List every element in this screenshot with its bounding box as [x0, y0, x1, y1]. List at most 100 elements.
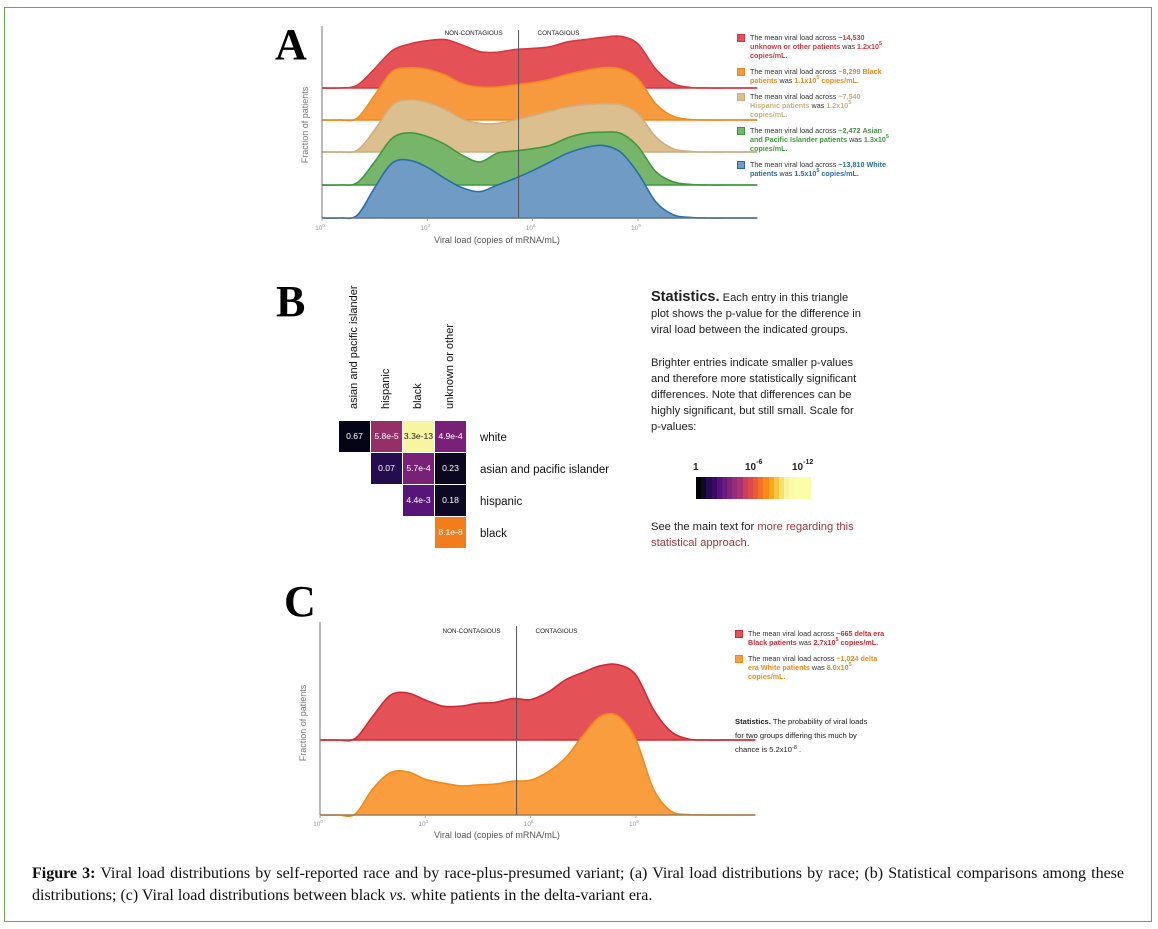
- series-line-delta-era-black: [319, 663, 756, 742]
- legend-text: The mean viral load across: [750, 33, 839, 42]
- legend-mean: 2.7x10: [813, 638, 836, 647]
- legend-mean: 1.2x10: [826, 101, 849, 110]
- scale-color-band: [721, 477, 728, 499]
- scale-color-band: [778, 477, 785, 499]
- legend-item: The mean viral load across ~7,540 Hispan…: [737, 92, 890, 119]
- scale-color-band: [773, 477, 780, 499]
- panel-b-statistics-text: Statistics. Each entry in this triangle …: [651, 289, 861, 452]
- caption-label: Figure 3:: [32, 865, 96, 882]
- scale-color-band: [758, 477, 764, 499]
- scale-tick-base: 1: [693, 462, 699, 473]
- legend-item: The mean viral load across ~665 delta er…: [735, 629, 888, 647]
- legend-mean-exponent: 5: [885, 134, 889, 140]
- legend-count: ~665: [836, 629, 853, 638]
- legend-text: The mean viral load across: [750, 160, 839, 169]
- legend-group: Hispanic patients: [750, 101, 810, 110]
- statistics-paragraph-2: Brighter entries indicate smaller p-valu…: [651, 356, 857, 434]
- x-tick-label: 100: [315, 223, 325, 232]
- legend-mean-exponent: 5: [816, 168, 820, 174]
- heatmap-cell: 5.8e-5: [371, 421, 402, 452]
- scale-tick-base: 10: [792, 462, 804, 473]
- figure-caption: Figure 3: Viral load distributions by se…: [32, 863, 1124, 907]
- x-tick-label: 103: [420, 223, 430, 232]
- legend-group: unknown or other patients: [750, 42, 841, 51]
- statistics-paragraph-1: Each entry in this triangle plot shows t…: [651, 292, 861, 337]
- x-tick-label: 103: [418, 819, 428, 828]
- panel-c-legend: The mean viral load across ~665 delta er…: [735, 629, 888, 688]
- legend-item: The mean viral load across ~2,472 Asian …: [737, 126, 890, 153]
- legend-swatch: [737, 161, 745, 169]
- heatmap-cell: 4.4e-3: [403, 485, 434, 516]
- caption-vs: vs.: [389, 887, 407, 904]
- scale-color-band: [737, 477, 744, 499]
- x-tick-label: 106: [526, 223, 536, 232]
- non-contagious-label: NON-CONTAGIOUS: [445, 30, 503, 37]
- legend-count: ~13,810: [838, 160, 865, 169]
- legend-text: was: [809, 101, 827, 110]
- scale-color-band: [789, 477, 796, 499]
- series-area-delta-era-white: [320, 713, 756, 817]
- legend-mean: 1.3x10: [863, 135, 886, 144]
- scale-color-band: [696, 477, 702, 499]
- legend-count: ~8,299: [838, 67, 861, 76]
- legend-mean: 8.0x10: [826, 663, 849, 672]
- legend-text: The mean viral load across: [748, 629, 837, 638]
- legend-swatch: [735, 655, 743, 663]
- scale-color-band: [732, 477, 739, 499]
- legend-unit: copies/mL.: [819, 76, 859, 85]
- legend-group: delta era Black patients: [748, 629, 885, 647]
- legend-swatch: [735, 630, 743, 638]
- scale-color-band: [716, 477, 723, 499]
- legend-text: was: [796, 638, 814, 647]
- legend-text: The mean viral load across: [750, 126, 839, 135]
- x-tick-exponent: 6: [533, 223, 536, 228]
- panel-c-statistics-text: Statistics. The probability of viral loa…: [735, 715, 875, 757]
- scale-color-band: [794, 477, 801, 499]
- legend-mean: 1.1x10: [794, 76, 817, 85]
- statistics-heading: Statistics.: [651, 289, 720, 305]
- scale-tick-exponent: -12: [803, 459, 814, 466]
- legend-text: was: [777, 76, 795, 85]
- x-axis-label: Viral load (copies of mRNA/mL): [434, 830, 560, 840]
- x-tick-exponent: 6: [531, 819, 534, 824]
- x-tick-label: 106: [524, 819, 534, 828]
- caption-text: Viral load distributions by self-reporte…: [32, 865, 1125, 904]
- x-tick-label: 109: [629, 819, 639, 828]
- x-tick-exponent: 3: [428, 223, 431, 228]
- scale-color-band: [747, 477, 754, 499]
- legend-unit: copies/mL.: [748, 672, 786, 681]
- heatmap-cell: 0.67: [339, 421, 370, 452]
- legend-text: was: [777, 169, 795, 178]
- series-area-delta-era-black: [320, 664, 756, 741]
- legend-mean-exponent: 5: [848, 100, 852, 106]
- heatmap-cell: 0.23: [435, 453, 466, 484]
- statistics-note-text: See the main text for: [651, 521, 758, 533]
- legend-text: The mean viral load across: [750, 92, 839, 101]
- legend-text: was: [840, 42, 858, 51]
- scale-color-band: [784, 477, 790, 499]
- heatmap-cell: 4.9e-4: [435, 421, 466, 452]
- scale-color-band: [706, 477, 713, 499]
- x-tick-exponent: 3: [426, 819, 429, 824]
- y-axis-label: Fraction of patients: [298, 684, 308, 761]
- panel-a-legend: The mean viral load across ~14,530 unkno…: [737, 33, 890, 185]
- legend-count: ~14,530: [838, 33, 865, 42]
- scale-color-band: [763, 477, 770, 499]
- legend-unit: copies/mL.: [838, 638, 879, 647]
- heatmap-cell: 0.07: [371, 453, 402, 484]
- panel-c-statistics-end: .: [796, 745, 802, 754]
- x-tick-label: 109: [631, 223, 641, 232]
- legend-mean-exponent: 5: [835, 637, 839, 643]
- scale-tick-label: 1: [693, 462, 699, 473]
- legend-item: The mean viral load across ~13,810 White…: [737, 160, 890, 178]
- statistical-approach-link[interactable]: more regarding this statistical approach…: [651, 521, 854, 550]
- legend-item: The mean viral load across ~14,530 unkno…: [737, 33, 890, 60]
- x-tick-exponent: 9: [636, 819, 639, 824]
- legend-group: delta era White patients: [748, 654, 878, 672]
- scale-color-band: [711, 477, 718, 499]
- x-tick-exponent: 0: [322, 223, 325, 228]
- heatmap-cell: 8.1e-8: [435, 517, 466, 548]
- legend-count: ~7,540: [838, 92, 861, 101]
